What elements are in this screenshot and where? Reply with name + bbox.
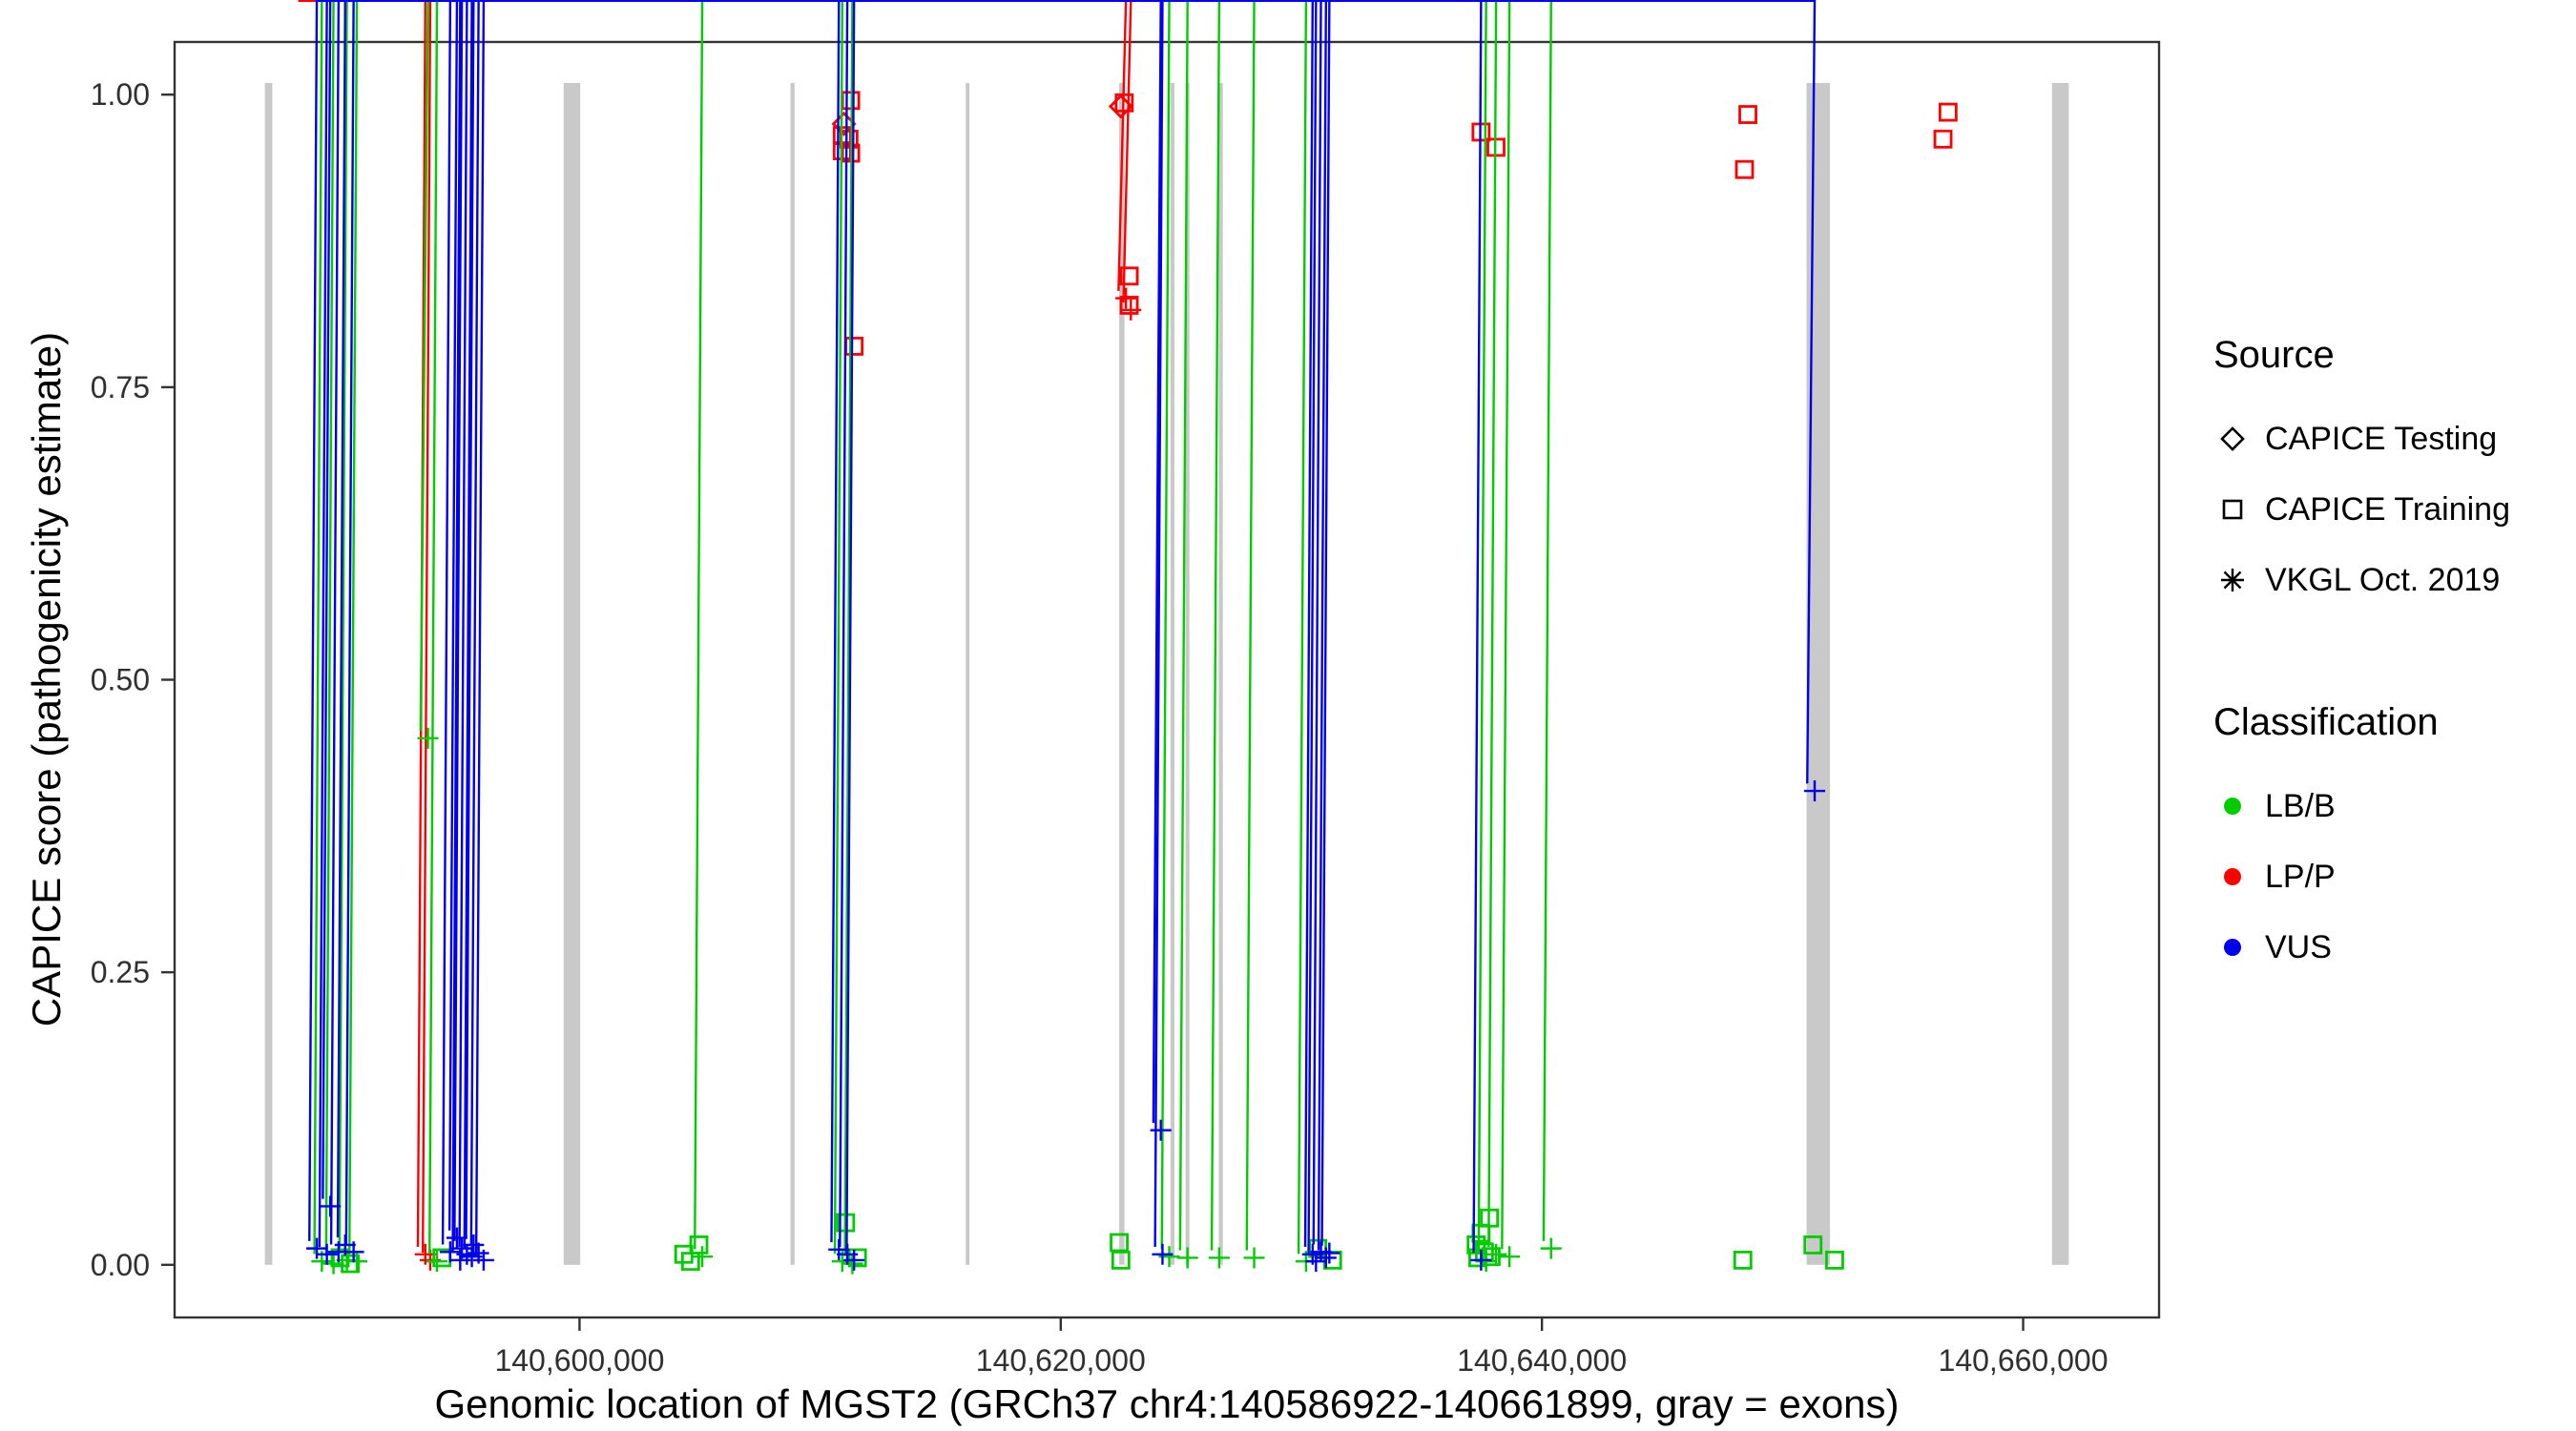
data-point bbox=[841, 0, 1264, 1275]
x-axis-title: Genomic location of MGST2 (GRCh37 chr4:1… bbox=[434, 1381, 1900, 1426]
legend-group-classification: Classification LB/B LP/P bbox=[2213, 701, 2566, 983]
data-point bbox=[1733, 1250, 1753, 1270]
data-point bbox=[461, 0, 1257, 1268]
data-point bbox=[831, 0, 1262, 1273]
y-tick-label: 0.00 bbox=[91, 1248, 150, 1282]
legend-item-label: VUS bbox=[2265, 928, 2332, 965]
data-point bbox=[1243, 0, 1265, 1269]
data-point bbox=[1248, 0, 1562, 1259]
legend-item-vkgl: VKGL Oct. 2019 bbox=[2213, 545, 2566, 615]
x-tick-label: 140,600,000 bbox=[494, 1343, 664, 1378]
legend-item-capice-training: CAPICE Training bbox=[2213, 474, 2566, 545]
square-icon bbox=[2213, 490, 2252, 529]
legend-classification-title: Classification bbox=[2213, 701, 2439, 743]
exon-bar bbox=[1119, 82, 1125, 1265]
data-point bbox=[330, 1248, 350, 1268]
data-point bbox=[1119, 266, 1139, 286]
y-tick-label: 1.00 bbox=[91, 77, 150, 112]
legend-item-label: VKGL Oct. 2019 bbox=[2265, 561, 2501, 598]
green-dot-icon bbox=[2213, 787, 2252, 825]
data-point bbox=[472, 0, 1260, 1271]
data-point bbox=[1119, 296, 1139, 315]
data-point bbox=[1738, 105, 1757, 124]
legend-item-lpp: LP/P bbox=[2213, 841, 2566, 912]
exon-bar bbox=[1170, 82, 1175, 1265]
data-point bbox=[1471, 1223, 1491, 1243]
legend-item-label: CAPICE Training bbox=[2265, 490, 2510, 528]
x-tick-label: 140,640,000 bbox=[1457, 1343, 1627, 1378]
data-point bbox=[306, 0, 1249, 1259]
legend-item-label: CAPICE Testing bbox=[2265, 420, 2498, 457]
y-axis-title: CAPICE score (pathogenicity estimate) bbox=[24, 331, 69, 1027]
exon-bar bbox=[2051, 82, 2069, 1265]
data-point bbox=[1259, 0, 1492, 1271]
data-point bbox=[837, 0, 1255, 1265]
data-point bbox=[843, 0, 1260, 1271]
data-point bbox=[1261, 0, 1497, 1273]
y-tick-label: 0.25 bbox=[91, 955, 150, 989]
data-point bbox=[1938, 102, 1958, 122]
data-point bbox=[1111, 1250, 1131, 1270]
data-point bbox=[847, 1248, 867, 1268]
exon-bar bbox=[790, 82, 795, 1265]
exon-bar bbox=[1185, 82, 1190, 1265]
legend-item-lbb: LB/B bbox=[2213, 771, 2566, 841]
y-tick-label: 0.75 bbox=[91, 370, 150, 404]
legend-item-label: LP/P bbox=[2265, 858, 2336, 895]
legend-source-title: Source bbox=[2213, 334, 2335, 376]
data-point bbox=[1152, 0, 1255, 1265]
data-point bbox=[1933, 129, 1953, 149]
data-point bbox=[844, 337, 864, 356]
x-tick-label: 140,660,000 bbox=[1939, 1343, 2109, 1378]
x-tick-label: 140,620,000 bbox=[976, 1343, 1146, 1378]
exon-bar bbox=[563, 82, 581, 1265]
data-point bbox=[1735, 159, 1755, 179]
exon-bar bbox=[1806, 82, 1831, 1265]
legend-item-capice-testing: CAPICE Testing bbox=[2213, 404, 2566, 474]
legend-item-vus: VUS bbox=[2213, 912, 2566, 983]
data-point bbox=[680, 1252, 700, 1272]
legend: Source CAPICE Testing CAPICE Training bbox=[2213, 334, 2566, 983]
data-point bbox=[1825, 1250, 1844, 1270]
legend-group-source: Source CAPICE Testing CAPICE Training bbox=[2213, 334, 2566, 615]
data-point bbox=[467, 0, 1254, 1264]
exon-bar bbox=[1218, 82, 1223, 1265]
exon-bar bbox=[966, 82, 970, 1265]
asterisk-icon bbox=[2213, 561, 2252, 599]
data-point bbox=[341, 1254, 360, 1274]
data-point bbox=[1254, 0, 1507, 1265]
data-point bbox=[1803, 1235, 1823, 1255]
legend-item-label: LB/B bbox=[2265, 787, 2336, 824]
diamond-icon bbox=[2213, 420, 2252, 458]
y-tick-label: 0.50 bbox=[91, 663, 150, 697]
red-dot-icon bbox=[2213, 858, 2252, 896]
blue-dot-icon bbox=[2213, 928, 2252, 966]
exon-bar bbox=[264, 82, 273, 1265]
data-point bbox=[1253, 0, 1340, 1264]
